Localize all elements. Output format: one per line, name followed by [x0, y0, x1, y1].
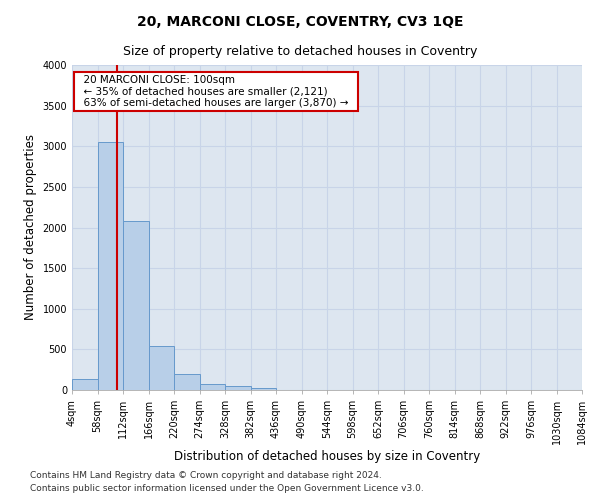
- Y-axis label: Number of detached properties: Number of detached properties: [24, 134, 37, 320]
- Bar: [225, 386, 251, 390]
- Bar: [123, 221, 149, 390]
- Bar: [72, 380, 97, 390]
- Text: Contains HM Land Registry data © Crown copyright and database right 2024.: Contains HM Land Registry data © Crown c…: [30, 470, 382, 480]
- Bar: [174, 374, 199, 390]
- Text: Contains public sector information licensed under the Open Government Licence v3: Contains public sector information licen…: [30, 484, 424, 493]
- Bar: [97, 142, 123, 390]
- Text: 20 MARCONI CLOSE: 100sqm  
  ← 35% of detached houses are smaller (2,121)  
  63: 20 MARCONI CLOSE: 100sqm ← 35% of detach…: [77, 74, 355, 108]
- Bar: [251, 388, 276, 390]
- Bar: [200, 384, 225, 390]
- X-axis label: Distribution of detached houses by size in Coventry: Distribution of detached houses by size …: [174, 450, 480, 463]
- Bar: [149, 346, 174, 390]
- Text: Size of property relative to detached houses in Coventry: Size of property relative to detached ho…: [123, 45, 477, 58]
- Text: 20, MARCONI CLOSE, COVENTRY, CV3 1QE: 20, MARCONI CLOSE, COVENTRY, CV3 1QE: [137, 15, 463, 29]
